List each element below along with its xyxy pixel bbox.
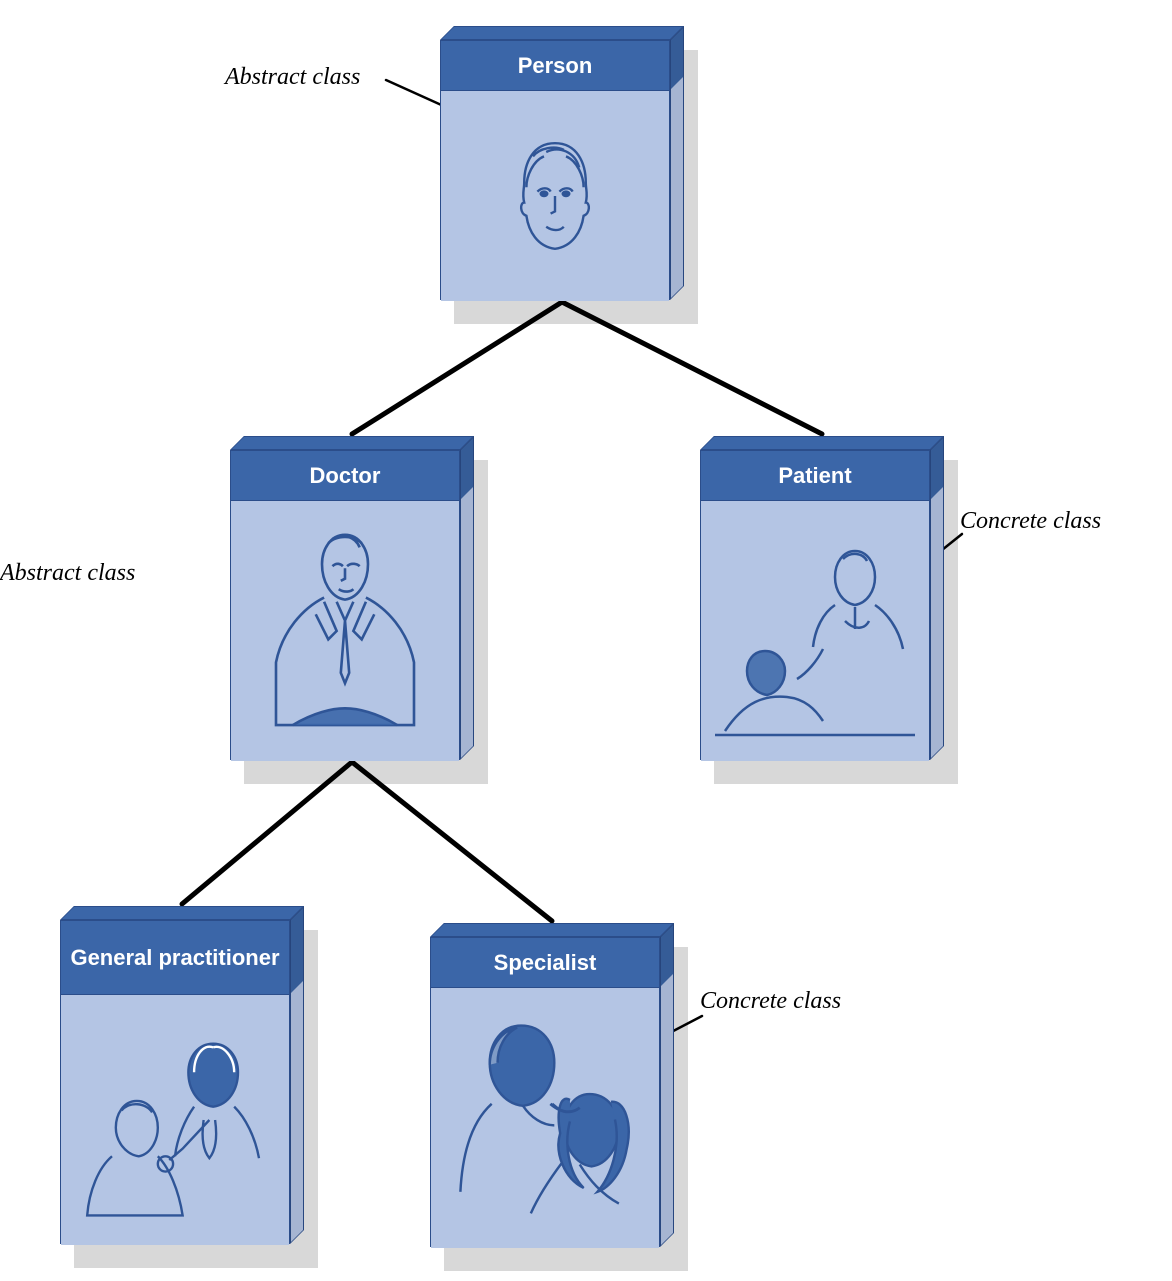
class-illustration-couple [431, 988, 659, 1248]
class-node-gp: General practitioner [60, 920, 290, 1244]
class-node-patient: Patient [700, 450, 930, 760]
class-title: Doctor [231, 451, 459, 501]
annotation-label: Abstract class [0, 560, 135, 587]
class-hierarchy-diagram: Person Doctor Patient [0, 0, 1172, 1281]
class-illustration-suit [231, 501, 459, 761]
class-illustration-bedside [701, 501, 929, 761]
annotation-label: Abstract class [225, 64, 360, 91]
annotation-label: Concrete class [960, 508, 1101, 535]
class-illustration-stetho [61, 995, 289, 1245]
class-title: General practitioner [61, 921, 289, 995]
class-node-specialist: Specialist [430, 937, 660, 1247]
class-illustration-head [441, 91, 669, 301]
annotation-label: Concrete class [700, 988, 841, 1015]
class-title: Person [441, 41, 669, 91]
class-title: Specialist [431, 938, 659, 988]
class-title: Patient [701, 451, 929, 501]
class-node-person: Person [440, 40, 670, 300]
class-node-doctor: Doctor [230, 450, 460, 760]
